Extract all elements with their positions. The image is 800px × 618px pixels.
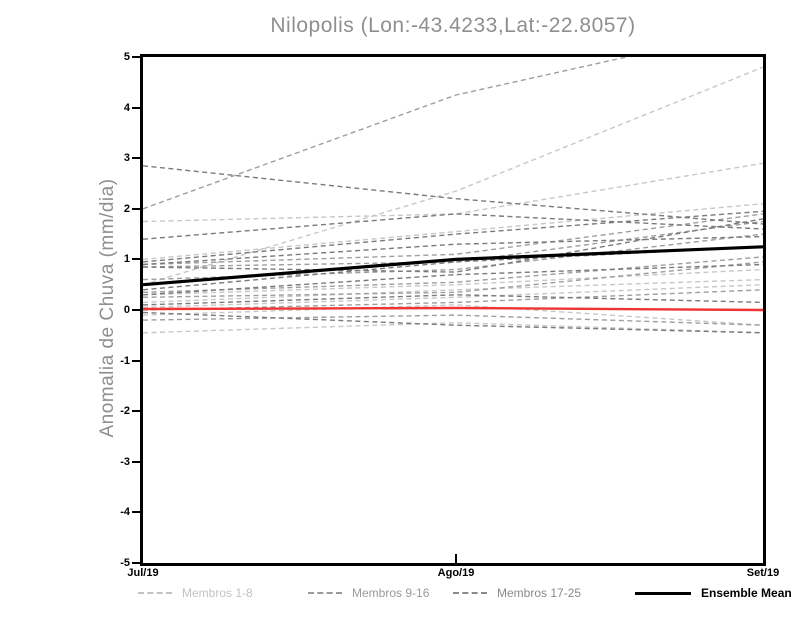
member-line (143, 218, 763, 273)
member-line (143, 203, 763, 261)
member-line (143, 213, 763, 240)
y-tick-label: -2 (120, 405, 130, 418)
y-tick-mark (132, 56, 141, 58)
member-line (143, 263, 763, 296)
y-tick-label: -3 (120, 455, 130, 468)
member-line (143, 165, 763, 225)
y-tick-label: 3 (123, 152, 130, 165)
legend-item: Ensemble Mean (635, 585, 792, 601)
member-line (143, 213, 763, 266)
legend-label: Membros 9-16 (352, 586, 430, 600)
x-tick-label-set19: Set/19 (746, 567, 780, 579)
plot-area (140, 54, 766, 566)
y-tick-mark (132, 511, 141, 514)
y-tick-label: 4 (123, 101, 130, 114)
y-tick-label: -4 (120, 506, 130, 519)
member-line (143, 314, 763, 326)
member-line (143, 210, 763, 263)
y-tick-mark (132, 410, 141, 413)
y-tick-label: 1 (123, 253, 130, 266)
x-tick-ago (455, 554, 457, 563)
y-tick-label: 2 (123, 202, 130, 215)
y-tick-mark (132, 359, 141, 362)
x-tick-label-ago19: Ago/19 (437, 567, 475, 579)
dashed-line-swatch-icon (308, 592, 342, 594)
y-tick-label: -5 (120, 557, 130, 569)
x-tick-label-jul19: Jul/19 (127, 567, 159, 579)
y-tick-mark (132, 309, 141, 311)
legend-label: Membros 1-8 (182, 586, 253, 600)
legend-item: Membros 9-16 (308, 585, 429, 601)
member-line (143, 268, 763, 296)
member-line (143, 235, 763, 266)
chart-title: Nilopolis (Lon:-43.4233,Lat:-22.8057) (270, 14, 636, 37)
dashed-line-swatch-icon (138, 592, 172, 594)
y-tick-mark (132, 562, 141, 564)
y-tick-mark (132, 460, 141, 463)
member-line (143, 261, 763, 298)
y-tick-mark (132, 157, 141, 160)
member-line (143, 304, 763, 326)
member-line (143, 284, 763, 309)
zero-anomaly-line (143, 306, 763, 312)
member-line (143, 311, 763, 334)
y-tick-label: 5 (123, 51, 130, 63)
member-line (143, 321, 763, 334)
y-tick-mark (132, 207, 141, 210)
chart-legend: Membros 1-8 Membros 9-16 Membros 17-25 Ense… (0, 585, 800, 605)
solid-line-swatch-icon (635, 591, 691, 595)
legend-label: Ensemble Mean (701, 586, 792, 600)
member-line (143, 220, 763, 268)
legend-item: Membros 17-25 (453, 585, 581, 601)
member-line (143, 57, 630, 210)
y-tick-label: -1 (120, 354, 130, 367)
y-tick-mark (132, 258, 141, 261)
ensemble-mean-line (143, 245, 763, 287)
member-line (143, 256, 763, 293)
legend-label: Membros 17-25 (497, 586, 582, 600)
legend-item: Membros 1-8 (138, 585, 253, 601)
member-line (143, 294, 763, 306)
member-line (143, 278, 763, 304)
member-line (143, 66, 763, 286)
y-tick-mark (132, 106, 141, 109)
dashed-line-swatch-icon (453, 592, 487, 594)
y-tick-label: 0 (123, 304, 130, 316)
member-line (143, 162, 763, 223)
ensemble-lines-svg (143, 57, 763, 334)
